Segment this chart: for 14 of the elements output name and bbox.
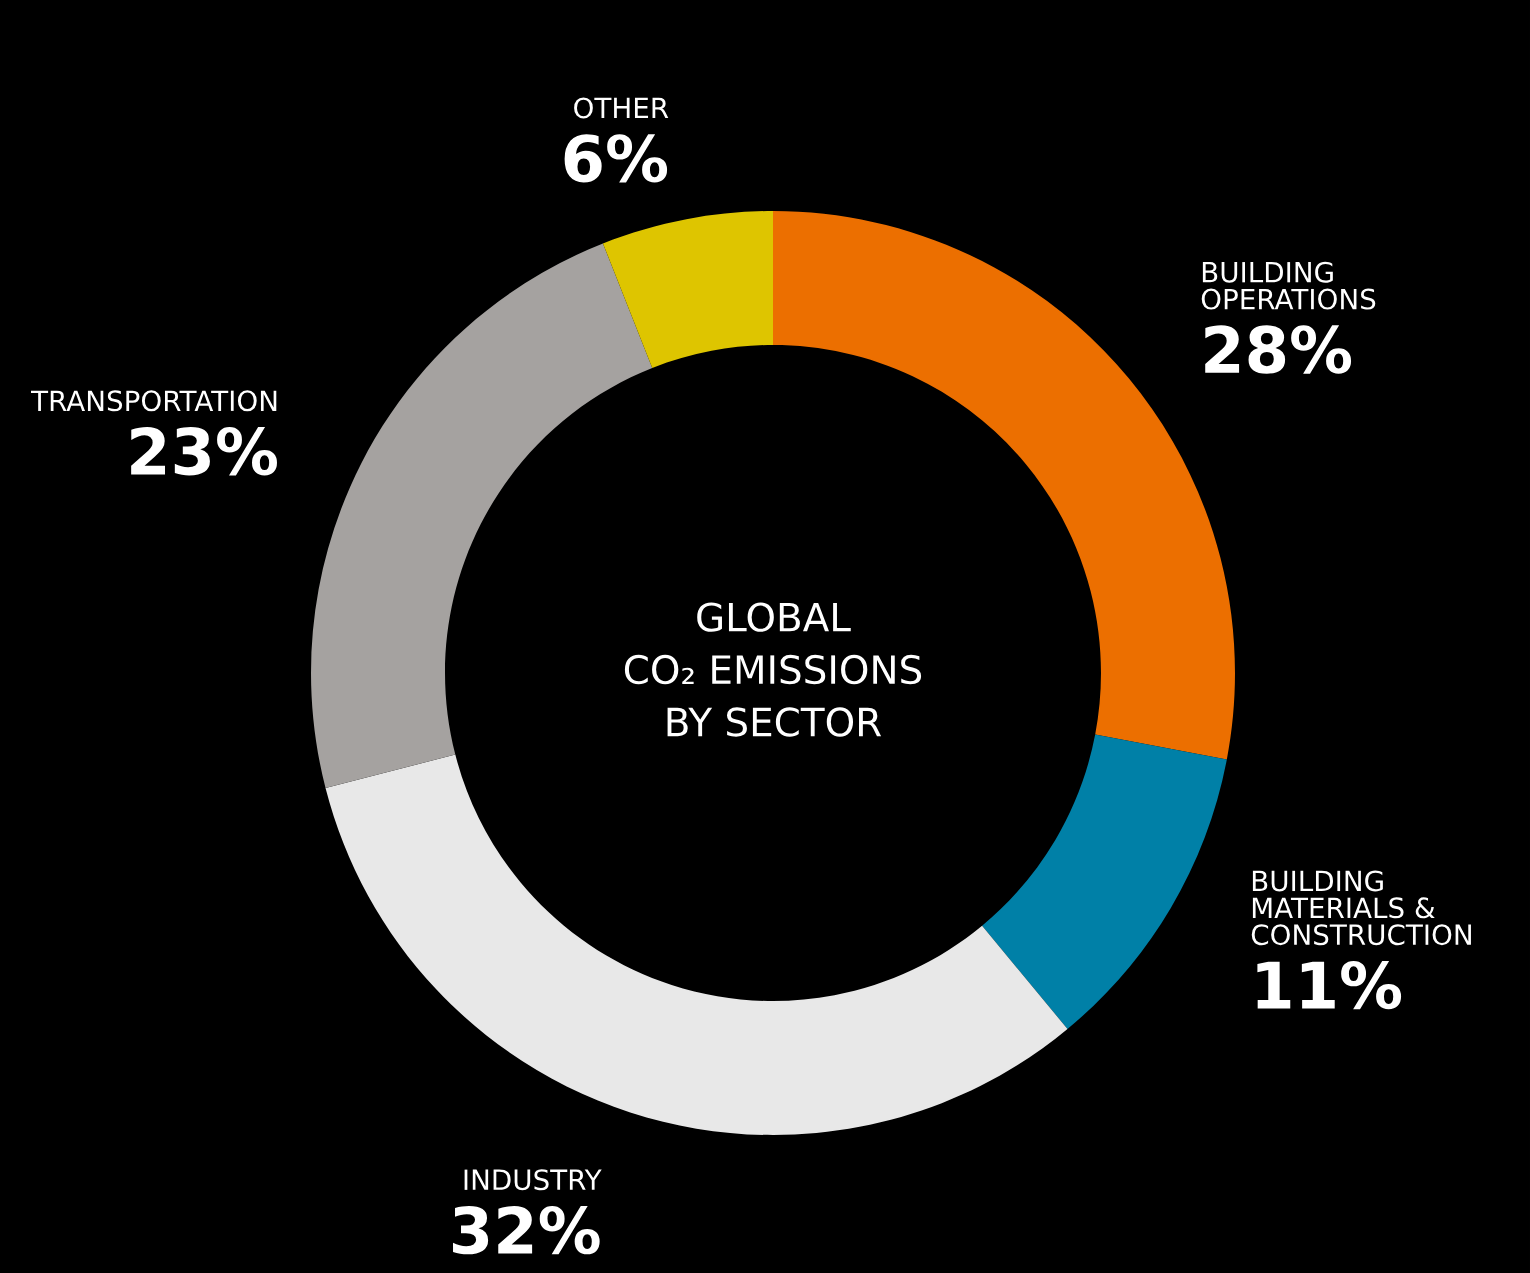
slice-label: INDUSTRY — [464, 1169, 602, 1191]
data-label: 11% — [1257, 960, 1402, 1010]
donut-slice — [982, 734, 1227, 1029]
data-label: 32% — [453, 1206, 600, 1255]
text: GLOBAL CO₂ EMISSIONS BY SECTOR — [624, 602, 922, 737]
slice-label: OTHER — [574, 97, 669, 119]
slice-label: TRANSPORTATION — [31, 390, 277, 412]
data-label: 6% — [564, 134, 668, 183]
data-label: 23% — [131, 427, 277, 476]
data-label: 28% — [1205, 325, 1352, 374]
slice-label: BUILDING MATERIALS & CONSTRUCTION — [1251, 870, 1471, 946]
donut-slice — [325, 754, 1068, 1135]
donut-slice — [602, 211, 773, 369]
slice-label: BUILDING OPERATIONS — [1201, 261, 1376, 310]
